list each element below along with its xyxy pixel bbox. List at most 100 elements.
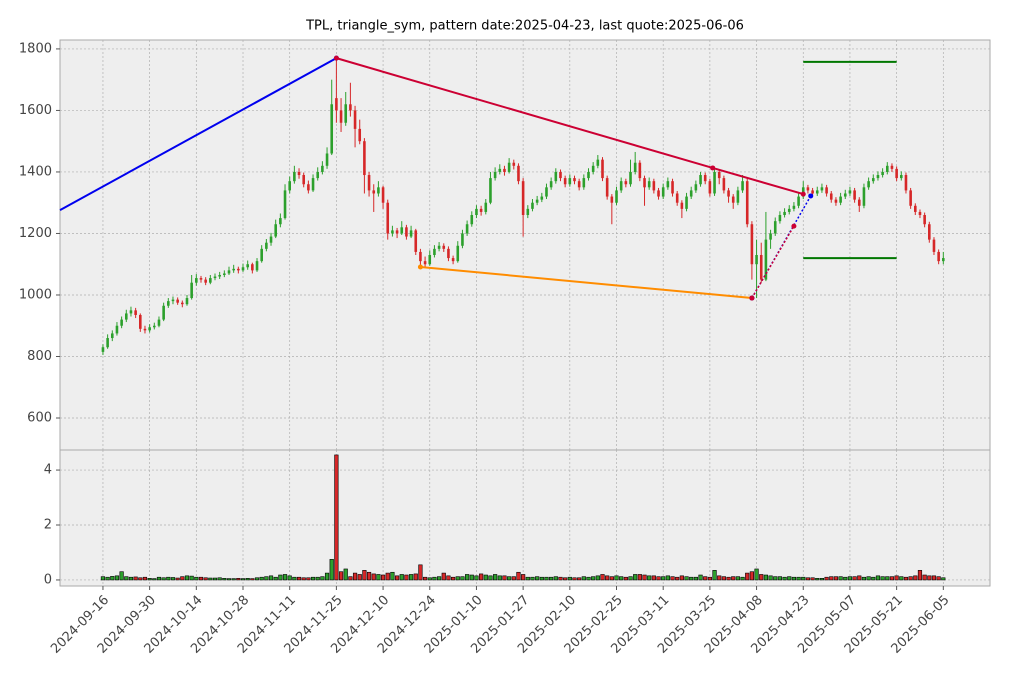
volume-bar: [493, 574, 498, 581]
candle-body: [862, 187, 866, 206]
volume-bar: [899, 576, 904, 581]
candle-body: [876, 175, 880, 179]
candle-body: [624, 181, 628, 185]
candle-body: [699, 175, 702, 185]
volume-bar: [488, 575, 493, 581]
volume-bar: [838, 576, 843, 581]
volume-bar: [394, 575, 400, 581]
volume-bar: [609, 576, 614, 581]
volume-bar: [432, 576, 437, 581]
candle-body: [139, 314, 142, 329]
candle-body: [755, 254, 758, 265]
candle-body: [512, 162, 516, 166]
volume-bar: [549, 576, 554, 581]
candle-body: [274, 224, 277, 237]
candle-body: [638, 162, 642, 179]
volume-bar: [745, 572, 750, 581]
volume-bar: [497, 575, 502, 581]
candle-body: [610, 196, 614, 203]
candle-body: [489, 178, 492, 203]
candle-body: [554, 171, 558, 182]
y-tick-label: 1200: [19, 226, 52, 241]
candle-body: [339, 110, 343, 123]
volume-bar: [166, 576, 171, 581]
candle-body: [456, 245, 460, 262]
candle-body: [428, 254, 432, 265]
candle-body: [129, 310, 133, 314]
volume-bar: [773, 576, 778, 581]
y-tick-label: 1400: [19, 164, 52, 179]
y-tick-label: 1600: [19, 103, 52, 118]
candle-body: [302, 175, 306, 185]
volume-bar: [735, 576, 740, 581]
candle-body: [647, 181, 651, 188]
candle-body: [358, 128, 362, 142]
candle-body: [890, 165, 894, 169]
volume-bar: [843, 576, 848, 581]
candle-body: [591, 165, 595, 172]
volume-bar: [712, 570, 717, 581]
candle-body: [143, 328, 147, 331]
candle-body: [115, 325, 119, 334]
volume-bar: [516, 571, 521, 581]
candle-body: [904, 175, 908, 191]
candle-body: [778, 215, 782, 222]
candle-body: [871, 178, 875, 182]
candle-body: [759, 254, 763, 280]
volume-bar: [366, 571, 372, 581]
volume-bar: [581, 576, 586, 581]
candle-body: [559, 171, 562, 179]
candle-body: [325, 153, 329, 166]
candle-body: [928, 224, 931, 240]
candle-body: [825, 187, 828, 194]
volume-bar: [371, 573, 376, 581]
volume-bar: [815, 578, 820, 581]
volume-bar: [138, 577, 143, 581]
candle-body: [209, 278, 212, 283]
volume-bar: [460, 576, 465, 581]
volume-bar: [595, 575, 600, 581]
candle-body: [853, 190, 856, 200]
volume-bar: [245, 578, 250, 581]
candle-body: [377, 187, 380, 194]
volume-bar: [100, 576, 106, 581]
candle-body: [470, 215, 474, 225]
volume-bar: [768, 575, 773, 581]
pattern-point: [710, 165, 716, 171]
volume-bar: [222, 578, 227, 581]
volume-bar: [390, 571, 395, 581]
volume-bar: [455, 576, 460, 581]
volume-bar: [600, 574, 605, 581]
volume-bar: [479, 573, 484, 581]
chart-title: TPL, triangle_sym, pattern date:2025-04-…: [305, 19, 744, 34]
candle-body: [517, 165, 520, 182]
candle-body: [741, 181, 744, 191]
volume-bar: [474, 575, 479, 581]
y-tick-label: 1000: [19, 287, 52, 302]
volume-bar: [287, 575, 292, 581]
candle-body: [526, 208, 530, 216]
candle-body: [251, 264, 254, 271]
candle-body: [493, 171, 497, 179]
volume-bar: [465, 574, 470, 581]
volume-bar: [231, 578, 236, 581]
candle-body: [615, 190, 618, 203]
volume-bar: [577, 577, 582, 581]
candle-body: [246, 264, 249, 268]
volume-bar: [572, 577, 577, 581]
volume-bar: [427, 577, 432, 581]
candle-body: [885, 165, 889, 172]
volume-bar: [278, 574, 283, 581]
volume-bar: [861, 576, 867, 581]
candle-body: [386, 202, 390, 234]
candle-body: [848, 190, 852, 194]
candle-body: [199, 278, 203, 280]
volume-bar: [656, 576, 661, 581]
candle-body: [727, 190, 730, 197]
volume-bar: [376, 574, 381, 581]
volume-bar: [591, 576, 596, 581]
volume-bar: [777, 576, 783, 581]
volume-bar: [338, 571, 344, 581]
pattern-point: [333, 55, 339, 61]
volume-bar: [796, 576, 801, 581]
